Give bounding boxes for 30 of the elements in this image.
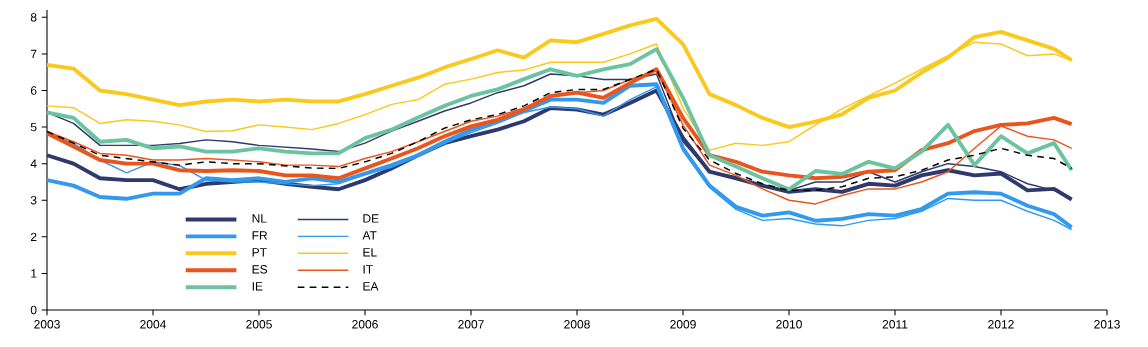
x-tick-label: 2004 <box>140 320 166 329</box>
x-tick-label: 2013 <box>1094 320 1120 329</box>
x-tick-label: 2005 <box>246 320 272 329</box>
x-tick-label: 2006 <box>352 320 378 329</box>
y-tick-label: 7 <box>30 49 37 59</box>
legend-label: PT <box>252 248 267 257</box>
x-tick-label: 2009 <box>670 320 696 329</box>
legend-label: IT <box>363 265 373 274</box>
x-tick-label: 2007 <box>458 320 484 329</box>
y-tick-label: 1 <box>31 269 37 278</box>
y-tick-label: 5 <box>30 122 37 132</box>
y-tick-label: 2 <box>30 232 37 242</box>
x-tick-label: 2008 <box>564 320 590 329</box>
legend-label: FR <box>252 231 268 240</box>
x-tick-label: 2011 <box>882 320 908 329</box>
x-tick-label: 2010 <box>776 320 802 329</box>
y-tick-label: 4 <box>30 159 37 168</box>
x-tick-label: 2012 <box>988 320 1014 329</box>
legend-label: AT <box>362 231 377 240</box>
y-tick-label: 3 <box>30 195 37 205</box>
legend-label: DE <box>363 214 379 223</box>
legend-label: IE <box>252 282 263 291</box>
legend-label: ES <box>252 265 268 274</box>
x-tick-label: 2003 <box>34 320 60 329</box>
legend-label: NL <box>252 214 267 223</box>
y-tick-label: 0 <box>30 305 37 315</box>
legend-label: EA <box>363 282 379 291</box>
y-tick-label: 6 <box>30 86 37 95</box>
legend-label: EL <box>363 248 377 257</box>
y-tick-label: 8 <box>30 13 37 22</box>
